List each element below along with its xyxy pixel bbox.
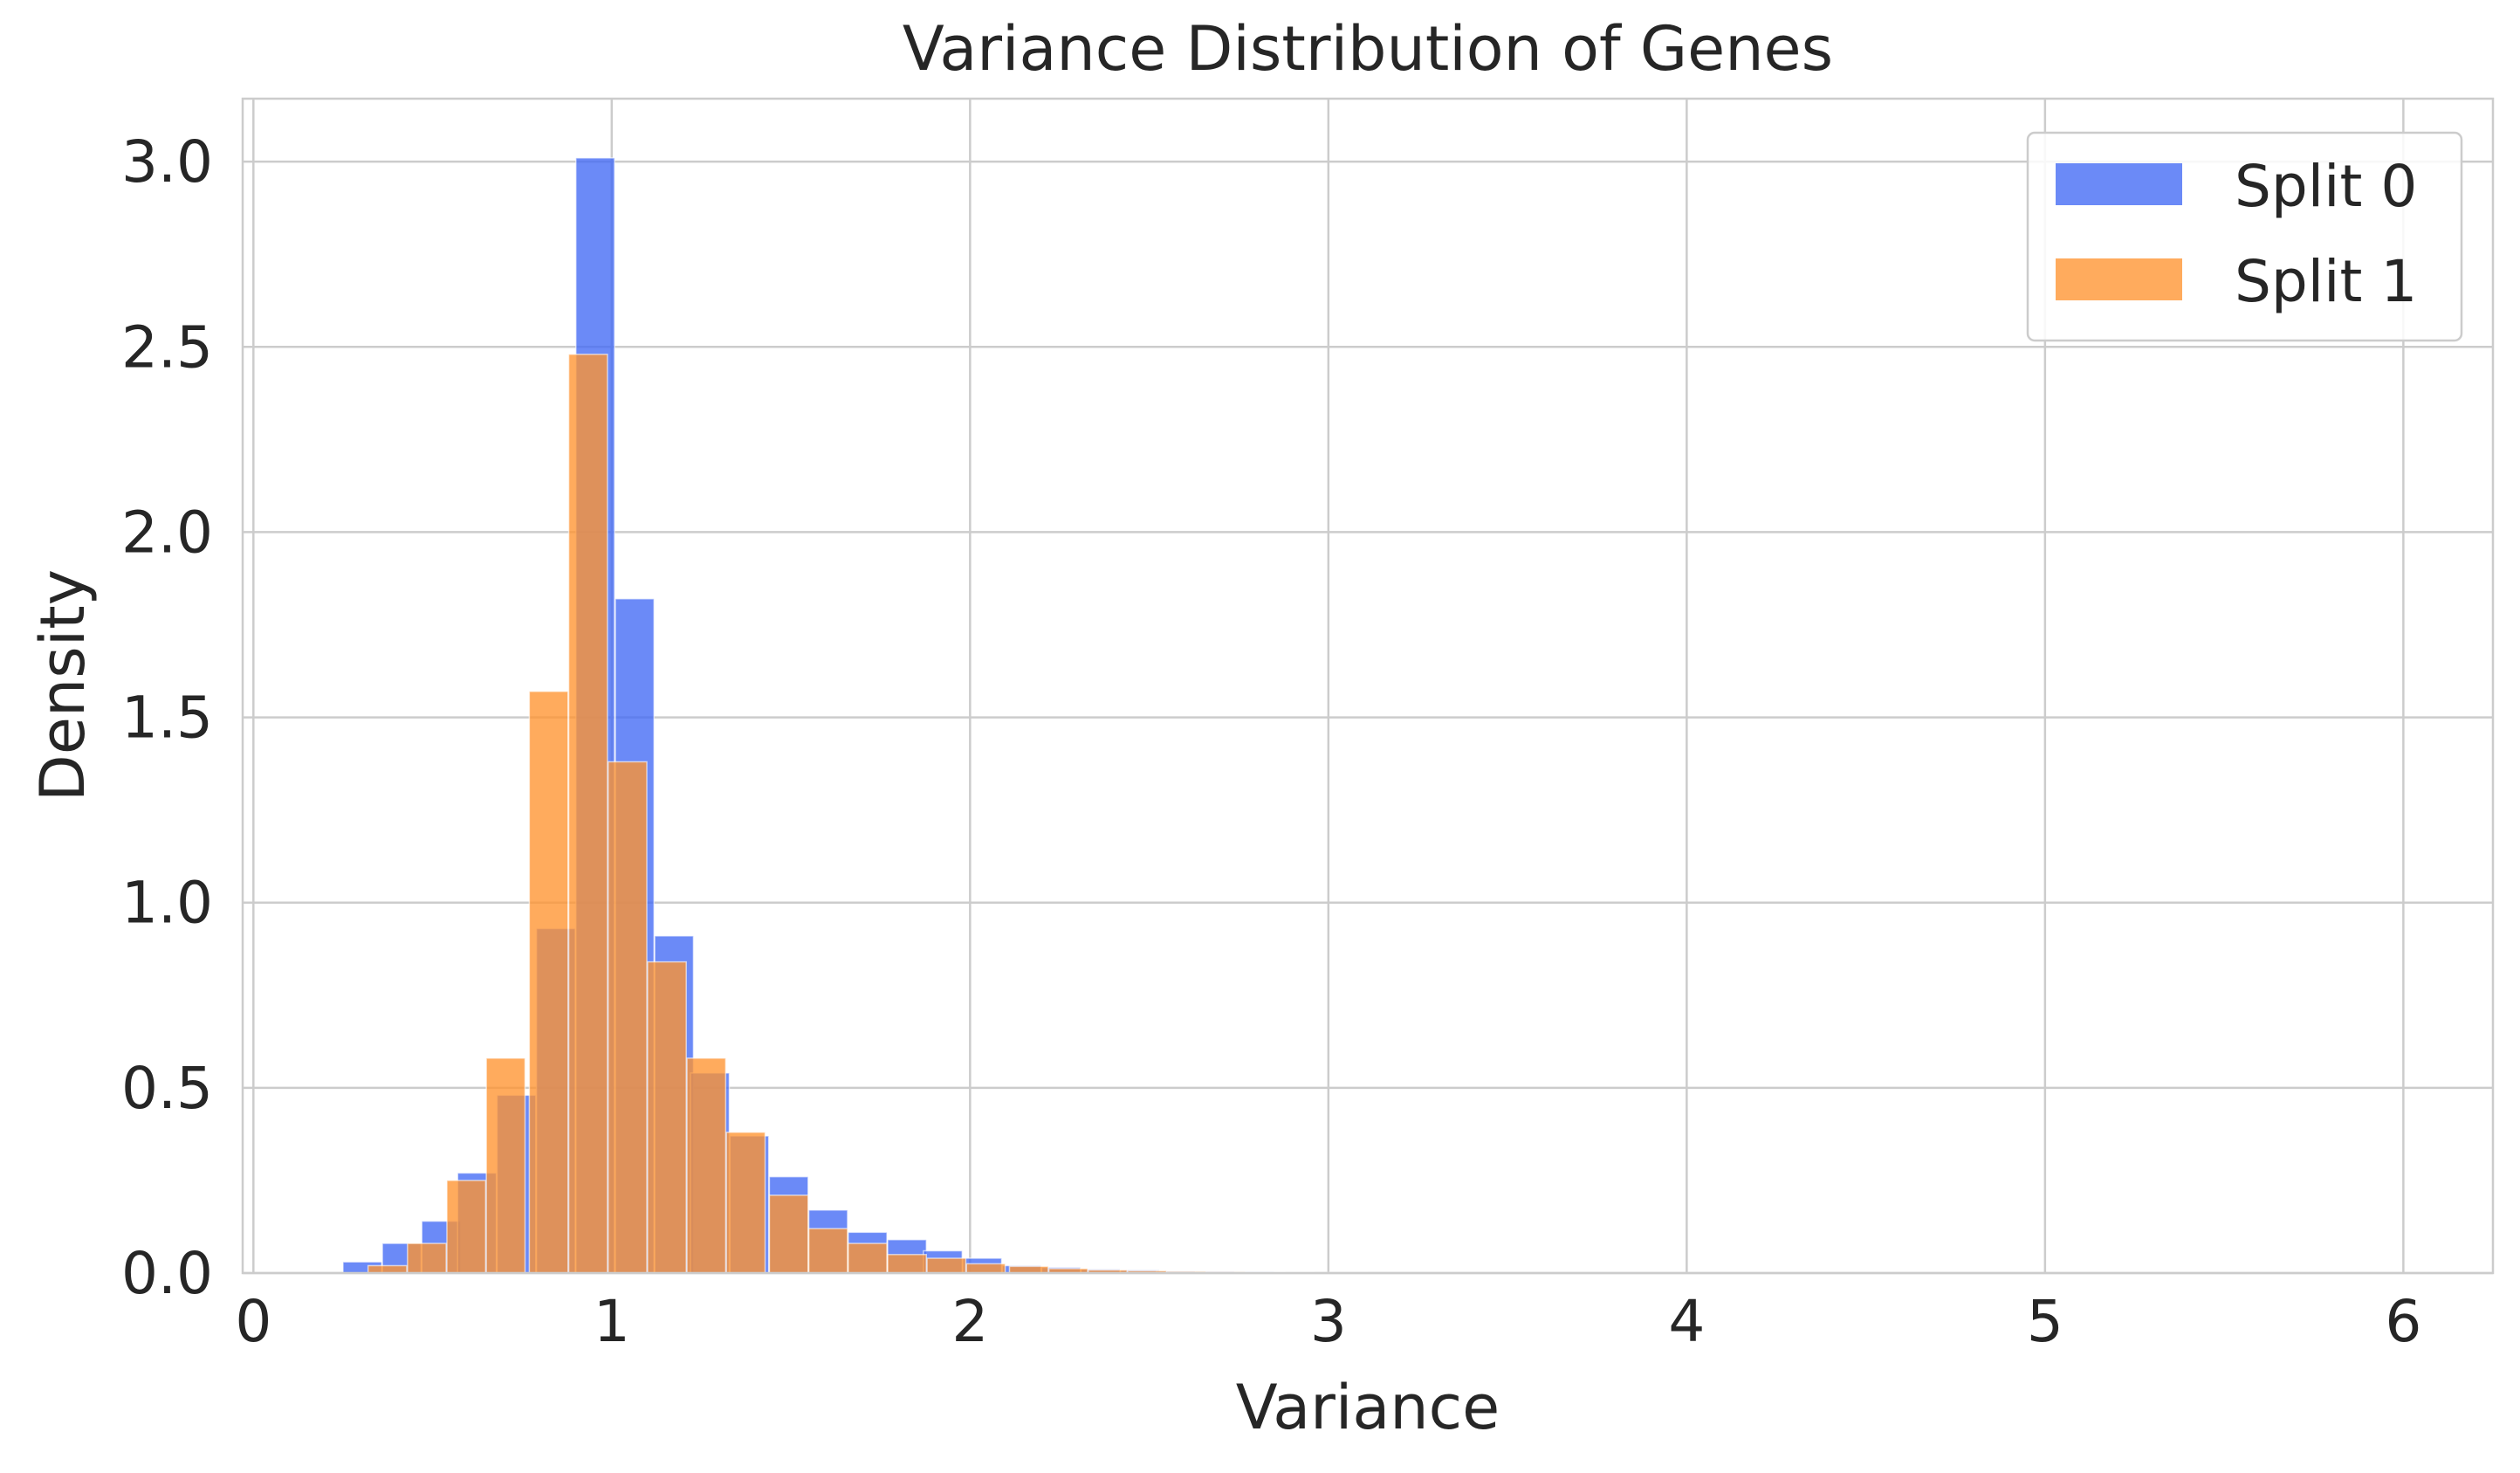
histogram-bar-split-1 (807, 1228, 848, 1274)
x-tick-label: 4 (1668, 1288, 1705, 1355)
y-tick-label: 1.0 (121, 870, 213, 937)
y-tick-label: 3.0 (121, 128, 213, 196)
chart-title: Variance Distribution of Genes (903, 13, 1833, 85)
x-tick-label: 2 (951, 1288, 988, 1355)
histogram-bar-split-1 (485, 1057, 526, 1274)
histogram-bar-split-1 (848, 1242, 888, 1274)
x-tick-label: 0 (235, 1288, 271, 1355)
histogram-bar-split-1 (607, 761, 648, 1274)
legend-swatch-split-0 (2056, 163, 2182, 205)
legend-swatch-split-1 (2056, 258, 2182, 300)
y-tick-label: 1.5 (121, 685, 213, 752)
x-tick-label: 6 (2385, 1288, 2421, 1355)
y-tick-label: 2.0 (121, 499, 213, 566)
x-tick-labels: 0 1 2 3 4 5 6 (235, 1288, 2421, 1355)
y-tick-label: 0.0 (121, 1240, 213, 1307)
y-tick-labels: 0.0 0.5 1.0 1.5 2.0 2.5 3.0 (121, 128, 213, 1307)
x-tick-label: 3 (1310, 1288, 1347, 1355)
legend: Split 0 Split 1 (2026, 131, 2463, 342)
histogram-bar-split-1 (926, 1257, 967, 1274)
x-axis-label: Variance (1236, 1372, 1500, 1443)
y-tick-label: 0.5 (121, 1055, 213, 1122)
histogram-bar-split-1 (567, 354, 608, 1274)
legend-label-split-0: Split 0 (2235, 153, 2417, 220)
histogram-bar-split-1 (887, 1254, 928, 1274)
histogram-bar-split-1 (647, 960, 687, 1274)
legend-label-split-1: Split 1 (2235, 248, 2417, 315)
histogram-bar-split-1 (686, 1057, 727, 1274)
plot-frame (241, 97, 2495, 1275)
x-tick-label: 5 (2027, 1288, 2063, 1355)
histogram-bar-split-1 (446, 1180, 487, 1274)
histogram-bar-split-1 (367, 1264, 408, 1274)
y-axis-label: Density (27, 569, 99, 802)
histogram-bar-split-1 (965, 1263, 1006, 1274)
y-tick-label: 2.5 (121, 313, 213, 381)
histogram-bar-split-1 (768, 1194, 809, 1274)
bars-split-1 (367, 354, 1368, 1274)
histogram-bar-split-1 (725, 1132, 766, 1274)
x-tick-label: 1 (594, 1288, 630, 1355)
histogram-bar-split-1 (528, 691, 569, 1274)
histogram-bar-split-1 (407, 1242, 447, 1274)
